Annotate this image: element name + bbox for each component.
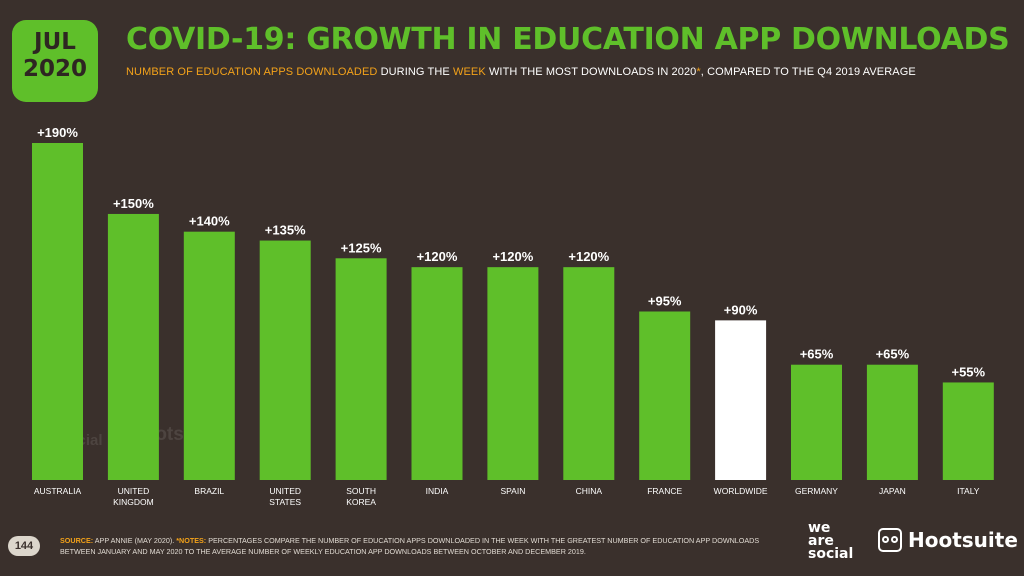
data-label: +120% — [568, 249, 609, 264]
source-text: APP ANNIE (MAY 2020). — [93, 536, 177, 545]
bar-australia — [32, 143, 83, 480]
badge-year: 2020 — [22, 56, 87, 83]
data-label: +65% — [800, 347, 834, 362]
page-number: 144 — [8, 536, 40, 556]
category-label: SPAIN — [500, 486, 525, 496]
hootsuite-wordmark: Hootsuite — [908, 528, 1018, 552]
subtitle-part: WEEK — [453, 66, 486, 78]
category-label: BRAZIL — [194, 486, 224, 496]
footer-notes: SOURCE: APP ANNIE (MAY 2020). *NOTES: PE… — [60, 535, 790, 557]
subtitle-part: DURING THE — [377, 66, 453, 78]
category-label: AUSTRALIA — [34, 486, 82, 496]
logo-word: we — [808, 520, 831, 536]
hootsuite-logo: Hootsuite — [878, 528, 1018, 552]
data-label: +150% — [113, 196, 154, 211]
subtitle-part: WITH THE MOST DOWNLOADS IN 2020 — [485, 66, 697, 78]
data-label: +65% — [876, 347, 910, 362]
data-label: +135% — [265, 223, 306, 238]
subtitle-part: NUMBER OF EDUCATION APPS DOWNLOADED — [126, 66, 378, 78]
logo-word: social — [808, 546, 854, 562]
bar-united-kingdom — [107, 213, 159, 480]
category-label: JAPAN — [879, 486, 906, 496]
notes-text: PERCENTAGES COMPARE THE NUMBER OF EDUCAT… — [60, 536, 760, 556]
badge-month: JUL — [34, 29, 76, 55]
subtitle-part: * — [696, 66, 701, 78]
bar-brazil — [183, 231, 235, 480]
category-label: ITALY — [957, 486, 980, 496]
bar-japan — [866, 364, 918, 480]
page-subtitle: NUMBER OF EDUCATION APPS DOWNLOADED DURI… — [126, 66, 916, 78]
category-label: GERMANY — [795, 486, 838, 496]
notes-label: *NOTES: — [176, 536, 207, 545]
category-label: INDIA — [426, 486, 449, 496]
bar-spain — [487, 267, 539, 480]
source-label: SOURCE: — [60, 536, 94, 545]
data-label: +95% — [648, 294, 682, 309]
logo-word: are — [808, 533, 834, 549]
category-label: KINGDOM — [113, 497, 154, 507]
date-badge: JUL 2020 — [12, 20, 98, 102]
data-label: +140% — [189, 214, 230, 229]
bar-france — [639, 311, 691, 480]
bar-south-korea — [335, 258, 387, 480]
data-label: +55% — [951, 364, 985, 379]
data-label: +120% — [417, 249, 458, 264]
bar-worldwide — [715, 320, 767, 480]
category-label: UNITED — [118, 486, 150, 496]
category-label: FRANCE — [647, 486, 682, 496]
category-label: UNITED — [269, 486, 301, 496]
bar-germany — [791, 364, 842, 480]
bar-italy — [942, 382, 994, 480]
we-are-social-logo: we are social — [808, 520, 854, 562]
subtitle-part: , COMPARED TO THE Q4 2019 AVERAGE — [700, 66, 916, 78]
category-label: KOREA — [346, 497, 376, 507]
data-label: +190% — [37, 125, 78, 140]
bar-india — [411, 267, 463, 480]
owl-icon — [878, 528, 902, 552]
category-label: WORLDWIDE — [714, 486, 768, 496]
data-label: +125% — [341, 240, 382, 255]
data-label: +120% — [492, 249, 533, 264]
page-title: COVID-19: GROWTH IN EDUCATION APP DOWNLO… — [126, 22, 1010, 57]
data-label: +90% — [724, 302, 758, 317]
bar-china — [563, 267, 615, 480]
category-label: STATES — [269, 497, 301, 507]
category-label: SOUTH — [346, 486, 376, 496]
bar-united-states — [259, 240, 311, 480]
category-label: CHINA — [576, 486, 603, 496]
